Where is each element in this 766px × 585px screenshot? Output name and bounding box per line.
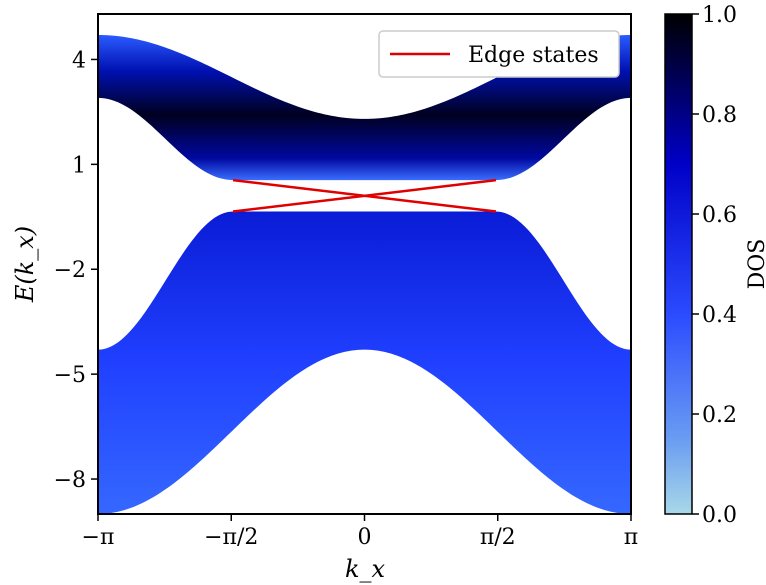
colorbar-tick-label: 0.6 <box>702 203 737 228</box>
colorbar-gradient <box>664 13 693 515</box>
x-tick-label: π <box>624 525 638 550</box>
colorbar-tick-label: 1.0 <box>702 3 737 28</box>
y-tick-label: −8 <box>54 468 86 493</box>
plot-area <box>98 34 631 514</box>
colorbar-tick-label: 0.8 <box>702 103 737 128</box>
y-tick-label: 4 <box>72 48 86 73</box>
colorbar-tick-label: 0.4 <box>702 303 737 328</box>
x-tick-label: π/2 <box>480 525 516 550</box>
colorbar-title: DOS <box>745 239 766 290</box>
y-tick-label: −2 <box>54 258 86 283</box>
colorbar-tick-label: 0.2 <box>702 403 737 428</box>
colorbar-tick-label: 0.0 <box>702 503 737 528</box>
legend-box <box>378 30 620 78</box>
x-tick-label: −π <box>82 525 115 550</box>
y-axis: 4 1 −2 −5 −8 <box>54 48 98 493</box>
x-tick-label: −π/2 <box>204 525 258 550</box>
y-axis-title: E(k_x) <box>11 226 39 303</box>
legend-label-edge-states: Edge states <box>468 43 599 68</box>
edge-states-lines <box>232 178 497 213</box>
upper-band <box>98 34 631 181</box>
y-tick-label: −5 <box>54 363 86 388</box>
y-tick-label: 1 <box>72 153 86 178</box>
colorbar: 0.0 0.2 0.4 0.6 0.8 1.0 DOS <box>664 3 766 528</box>
lower-band <box>98 211 631 514</box>
x-tick-label: 0 <box>358 525 372 550</box>
x-axis-title: k_x <box>345 555 386 583</box>
colorbar-ticks: 0.0 0.2 0.4 0.6 0.8 1.0 <box>692 3 737 528</box>
x-axis: −π −π/2 0 π/2 π <box>82 514 638 550</box>
edge-state-line <box>232 178 497 213</box>
legend: Edge states <box>378 30 620 78</box>
